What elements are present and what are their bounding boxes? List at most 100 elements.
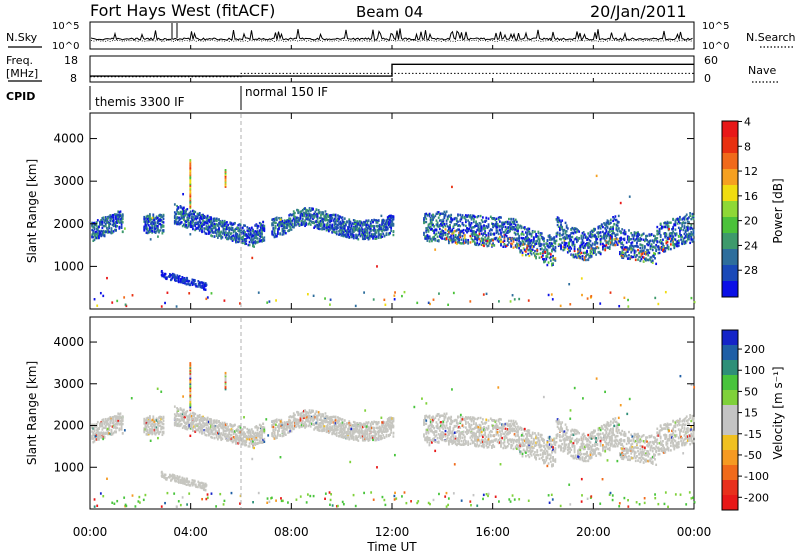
- echo-point: [527, 252, 530, 256]
- echo-point: [685, 218, 688, 221]
- echo-point: [376, 225, 379, 228]
- echo-point: [289, 220, 292, 223]
- echo-point: [496, 224, 499, 228]
- echo-point: [194, 221, 197, 225]
- echo-point: [364, 229, 366, 232]
- echo-point: [182, 215, 185, 218]
- echo-point: [646, 234, 648, 238]
- echo-point: [503, 243, 506, 246]
- echo-point: [639, 246, 642, 250]
- echo-point: [189, 412, 192, 415]
- echo-point: [668, 235, 671, 238]
- echo-point: [455, 242, 458, 245]
- echo-point: [343, 230, 346, 233]
- echo-point: [455, 219, 458, 223]
- echo-point: [579, 247, 582, 250]
- echo-point: [688, 232, 690, 235]
- echo-point: [115, 220, 117, 224]
- echo-point: [103, 224, 106, 228]
- echo-point: [537, 242, 540, 245]
- echo-point: [646, 239, 648, 242]
- echo-point: [440, 232, 442, 235]
- echo-point: [160, 305, 163, 308]
- echo-point: [551, 250, 553, 253]
- echo-point: [682, 238, 685, 241]
- echo-point: [341, 222, 344, 225]
- echo-point: [532, 236, 535, 239]
- echo-point: [370, 225, 373, 228]
- echo-point: [202, 287, 205, 291]
- echo-point: [656, 240, 659, 243]
- echo-point: [149, 420, 151, 424]
- echo-point: [108, 424, 111, 428]
- echo-point: [450, 234, 453, 237]
- echo-point: [464, 229, 467, 232]
- echo-point: [182, 209, 185, 212]
- echo-point: [492, 225, 494, 228]
- echo-point: [370, 219, 373, 222]
- echo-point: [669, 243, 672, 246]
- echo-point: [551, 243, 553, 247]
- echo-point: [595, 235, 598, 238]
- echo-point: [155, 417, 158, 420]
- echo-point: [207, 226, 210, 229]
- echo-point: [185, 427, 188, 431]
- echo-point: [518, 234, 521, 238]
- echo-point: [505, 244, 508, 247]
- echo-point: [333, 223, 336, 227]
- echo-point: [94, 223, 97, 226]
- echo-point: [96, 304, 99, 307]
- echo-point: [568, 244, 570, 247]
- echo-point: [102, 229, 105, 233]
- echo-point: [198, 414, 201, 417]
- echo-point: [325, 218, 328, 222]
- echo-point: [377, 236, 380, 239]
- echo-point: [153, 228, 156, 232]
- echo-point: [179, 408, 182, 411]
- echo-point: [544, 251, 547, 254]
- echo-point: [497, 218, 500, 221]
- echo-point: [339, 223, 342, 226]
- echo-point: [573, 249, 576, 253]
- echo-point: [642, 249, 645, 252]
- echo-point: [252, 238, 254, 242]
- echo-point: [369, 220, 372, 224]
- echo-point: [474, 241, 476, 244]
- echo-point: [638, 255, 641, 259]
- echo-point: [504, 233, 507, 236]
- echo-point: [573, 227, 576, 230]
- echo-point: [189, 213, 192, 216]
- echo-point: [98, 434, 100, 437]
- echo-point: [121, 419, 124, 422]
- echo-point: [392, 233, 395, 237]
- echo-point: [187, 213, 190, 217]
- echo-point: [312, 221, 314, 224]
- echo-point: [310, 208, 313, 212]
- echo-point: [204, 221, 207, 224]
- echo-point: [368, 234, 371, 238]
- echo-point: [258, 240, 261, 243]
- echo-point: [431, 223, 433, 226]
- echo-point: [331, 214, 334, 217]
- echo-point: [561, 227, 564, 230]
- echo-point: [442, 222, 445, 225]
- echo-point: [600, 235, 603, 239]
- echo-point: [523, 242, 526, 246]
- echo-point: [206, 296, 209, 299]
- echo-point: [472, 232, 475, 236]
- echo-point: [425, 220, 428, 224]
- echo-point: [445, 210, 448, 213]
- echo-point: [599, 238, 602, 241]
- echo-point: [386, 220, 389, 224]
- echo-point: [327, 229, 330, 233]
- y-tick-label: 4000: [53, 132, 84, 146]
- echo-point: [212, 421, 215, 425]
- echo-point: [575, 227, 578, 231]
- echo-point: [503, 222, 506, 226]
- echo-point: [586, 250, 588, 253]
- echo-point: [278, 216, 280, 220]
- echo-point: [433, 235, 436, 239]
- echo-point: [146, 433, 149, 436]
- echo-point: [201, 227, 203, 231]
